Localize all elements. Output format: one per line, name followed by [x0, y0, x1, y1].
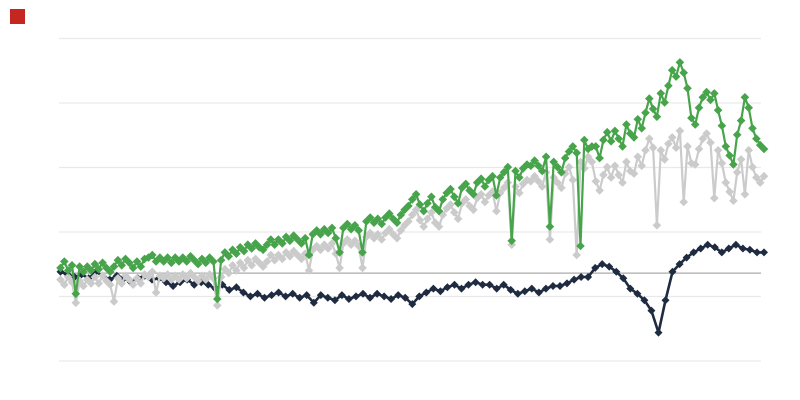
red-square-marker [10, 9, 25, 24]
navy-series [56, 240, 768, 337]
gridlines [59, 37, 761, 362]
green-series-diamond-markers [56, 58, 769, 304]
gray-series [56, 126, 769, 310]
green-series [56, 58, 769, 304]
gray-series-diamond-markers [56, 126, 769, 310]
